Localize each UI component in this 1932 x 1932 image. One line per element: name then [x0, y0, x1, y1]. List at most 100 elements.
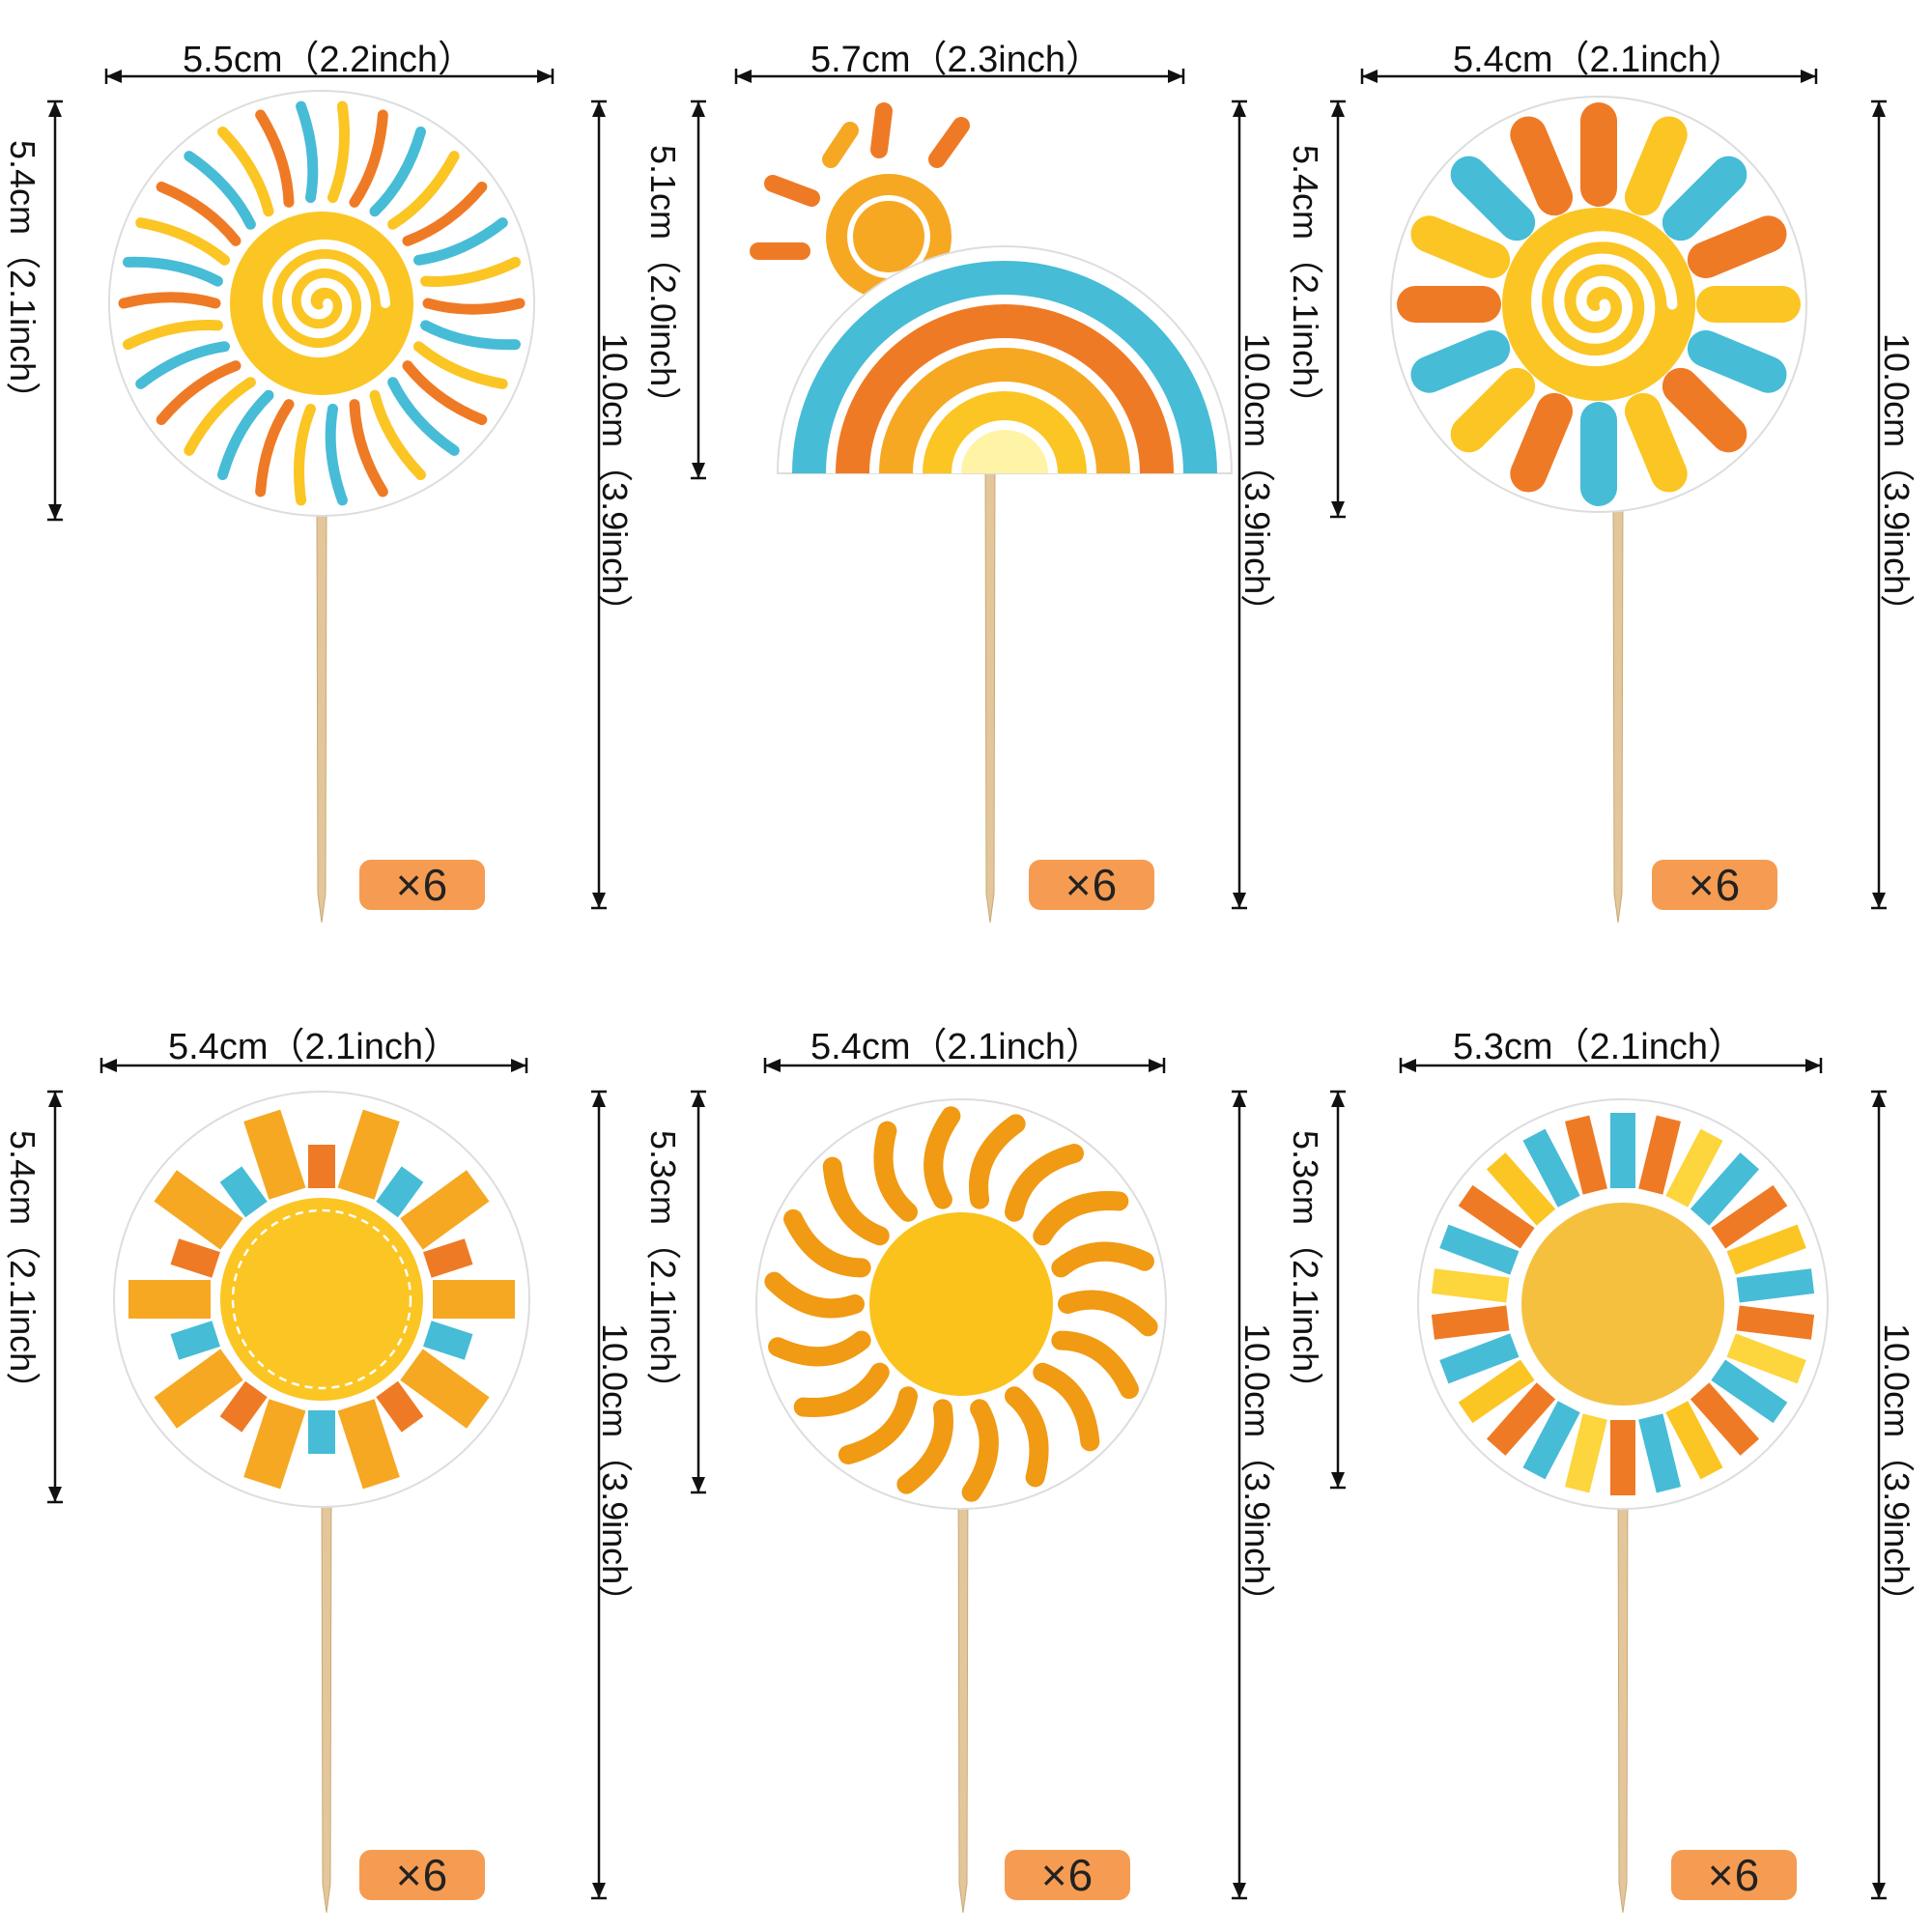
straight-ray: [1486, 1152, 1556, 1226]
wavy-ray: [122, 256, 223, 287]
straight-ray: [1665, 1401, 1723, 1480]
arrow-head: [48, 101, 62, 117]
flame-ray: [873, 1121, 918, 1222]
toothpick-stick: [957, 1448, 969, 1914]
flame-ray: [783, 1208, 871, 1278]
topper-6-height-label: 5.3cm（2.1inch）: [1286, 1130, 1325, 1407]
topper-4-width-label: 5.4cm（2.1inch）: [167, 1027, 461, 1067]
arrow-head: [537, 70, 553, 83]
arrow-head: [692, 101, 705, 117]
flame-ray: [822, 1156, 890, 1246]
topper-1-total-label: 10.0cm（3.9inch）: [595, 333, 635, 630]
toothpick-stick: [1617, 1467, 1629, 1914]
flame-ray: [896, 1399, 953, 1494]
straight-ray: [1665, 1128, 1723, 1208]
topper-4-total-label: 10.0cm（3.9inch）: [595, 1323, 635, 1620]
wavy-ray: [369, 389, 426, 481]
toothpick-stick: [984, 453, 996, 923]
stripe-ray: [170, 1321, 220, 1360]
stripe-ray: [243, 1399, 306, 1490]
flame-ray: [1058, 1290, 1158, 1337]
topper-5-height-label: 5.3cm（2.1inch）: [643, 1130, 683, 1407]
petal-ray: [1450, 156, 1536, 242]
topper-2-width-label: 5.7cm（2.3inch）: [810, 40, 1103, 80]
straight-ray: [1564, 1115, 1607, 1195]
arrow-head: [1805, 1059, 1821, 1072]
small-sun-ring: [847, 195, 930, 278]
arrow-head: [48, 1092, 62, 1107]
sun-ray: [928, 117, 970, 168]
topper-6-ray-sun: [1330, 1058, 1887, 1914]
topper-3-petal-sun: [1330, 69, 1887, 923]
wavy-ray: [122, 320, 223, 351]
wavy-ray: [184, 377, 256, 456]
wavy-ray: [422, 298, 526, 315]
petal-ray: [1662, 156, 1747, 242]
stripe-ray: [400, 1170, 490, 1250]
arrow-head: [765, 1059, 781, 1072]
topper-4-quantity-badge: ×6: [359, 1850, 485, 1900]
straight-ray: [1564, 1413, 1607, 1493]
wavy-ray: [217, 126, 274, 217]
wavy-ray: [369, 126, 426, 217]
stripe-ray: [154, 1170, 243, 1250]
straight-ray: [1736, 1305, 1815, 1340]
petal-ray: [1687, 329, 1787, 393]
stripe-ray: [376, 1380, 424, 1433]
topper-2-quantity-badge: ×6: [1029, 860, 1154, 910]
petal-ray: [1662, 367, 1747, 453]
stripe-ray: [423, 1238, 473, 1278]
dashed-ring: [231, 1208, 412, 1390]
swirl-line: [1531, 231, 1678, 367]
flame-ray: [1051, 1330, 1139, 1400]
stripe-ray: [170, 1238, 220, 1278]
petal-ray: [1687, 215, 1787, 279]
wavy-ray: [387, 151, 460, 230]
topper-3-total-label: 10.0cm（3.9inch）: [1877, 333, 1917, 630]
stripe-ray: [423, 1321, 473, 1360]
topper-4-sun-core: [220, 1198, 423, 1401]
stripe-ray: [376, 1166, 424, 1218]
straight-ray: [1458, 1184, 1535, 1249]
stripe-ray: [219, 1166, 268, 1218]
stripe-ray: [337, 1109, 400, 1200]
stripe-ray: [219, 1380, 268, 1433]
topper-1-swirl-sun: [47, 69, 607, 923]
arrow-head: [736, 70, 752, 83]
arrow-head: [592, 101, 606, 117]
topper-3-width-label: 5.4cm（2.1inch）: [1452, 40, 1746, 80]
topper-4-height-label: 5.4cm（2.1inch）: [3, 1130, 43, 1407]
arrow-head: [1233, 1883, 1246, 1898]
flame-ray: [1051, 1241, 1154, 1278]
wavy-ray: [387, 377, 460, 456]
wavy-ray: [349, 399, 388, 497]
straight-ray: [1711, 1359, 1788, 1424]
swirl-line: [262, 239, 390, 358]
straight-ray: [1726, 1224, 1806, 1275]
topper-2-total-label: 10.0cm（3.9inch）: [1237, 333, 1277, 630]
sun-ray: [764, 175, 820, 207]
topper-5-width-label: 5.4cm（2.1inch）: [810, 1027, 1103, 1067]
topper-5-sun-core: [869, 1212, 1053, 1396]
arrow-head: [1362, 70, 1378, 83]
arrow-head: [1331, 1472, 1345, 1488]
arrow-head: [1872, 1883, 1886, 1898]
topper-1-height-label: 5.4cm（2.1inch）: [3, 140, 43, 417]
wavy-ray: [325, 403, 348, 506]
toothpick-stick: [1612, 482, 1624, 923]
stripe-ray: [400, 1349, 490, 1429]
arrow-head: [1872, 101, 1886, 117]
petal-ray: [1624, 392, 1688, 493]
arrow-head: [48, 1487, 62, 1502]
arrow-head: [592, 1883, 606, 1898]
straight-ray: [1439, 1333, 1520, 1384]
arrow-head: [1168, 70, 1183, 83]
topper-5-flame-sun: [691, 1058, 1247, 1914]
arrow-head: [1233, 893, 1246, 908]
toothpick-stick: [316, 501, 327, 923]
wavy-ray: [402, 182, 488, 246]
straight-ray: [1638, 1413, 1682, 1493]
flame-ray: [793, 1362, 890, 1417]
